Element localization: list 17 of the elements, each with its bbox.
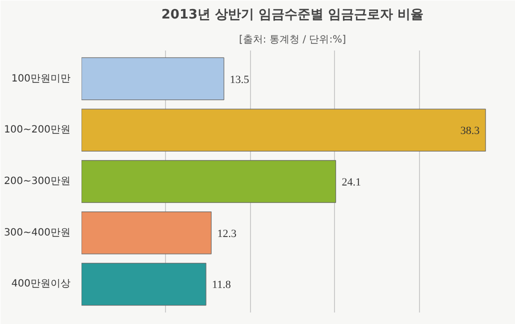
data-label: 12.3 (217, 228, 238, 240)
data-label: 13.5 (230, 74, 250, 86)
chart-title: 2013년 상반기 임금수준별 임금근로자 비율 (161, 8, 424, 22)
y-tick-label: 100만원미만 (11, 73, 71, 84)
data-label: 24.1 (342, 176, 362, 188)
y-tick-label: 100~200만원 (4, 124, 71, 136)
data-label: 38.3 (460, 125, 480, 138)
y-tick-label: 400만원이상 (11, 278, 71, 290)
bar (82, 160, 336, 203)
y-tick-label: 300~400만원 (4, 227, 71, 238)
data-label: 11.8 (212, 279, 232, 292)
bar (82, 108, 486, 152)
chart-subtitle: [출처: 통계청 / 단위:%] (239, 34, 346, 46)
bar (82, 262, 206, 306)
y-tick-label: 200~300만원 (4, 176, 71, 187)
bar (82, 212, 212, 254)
bar (82, 57, 224, 100)
